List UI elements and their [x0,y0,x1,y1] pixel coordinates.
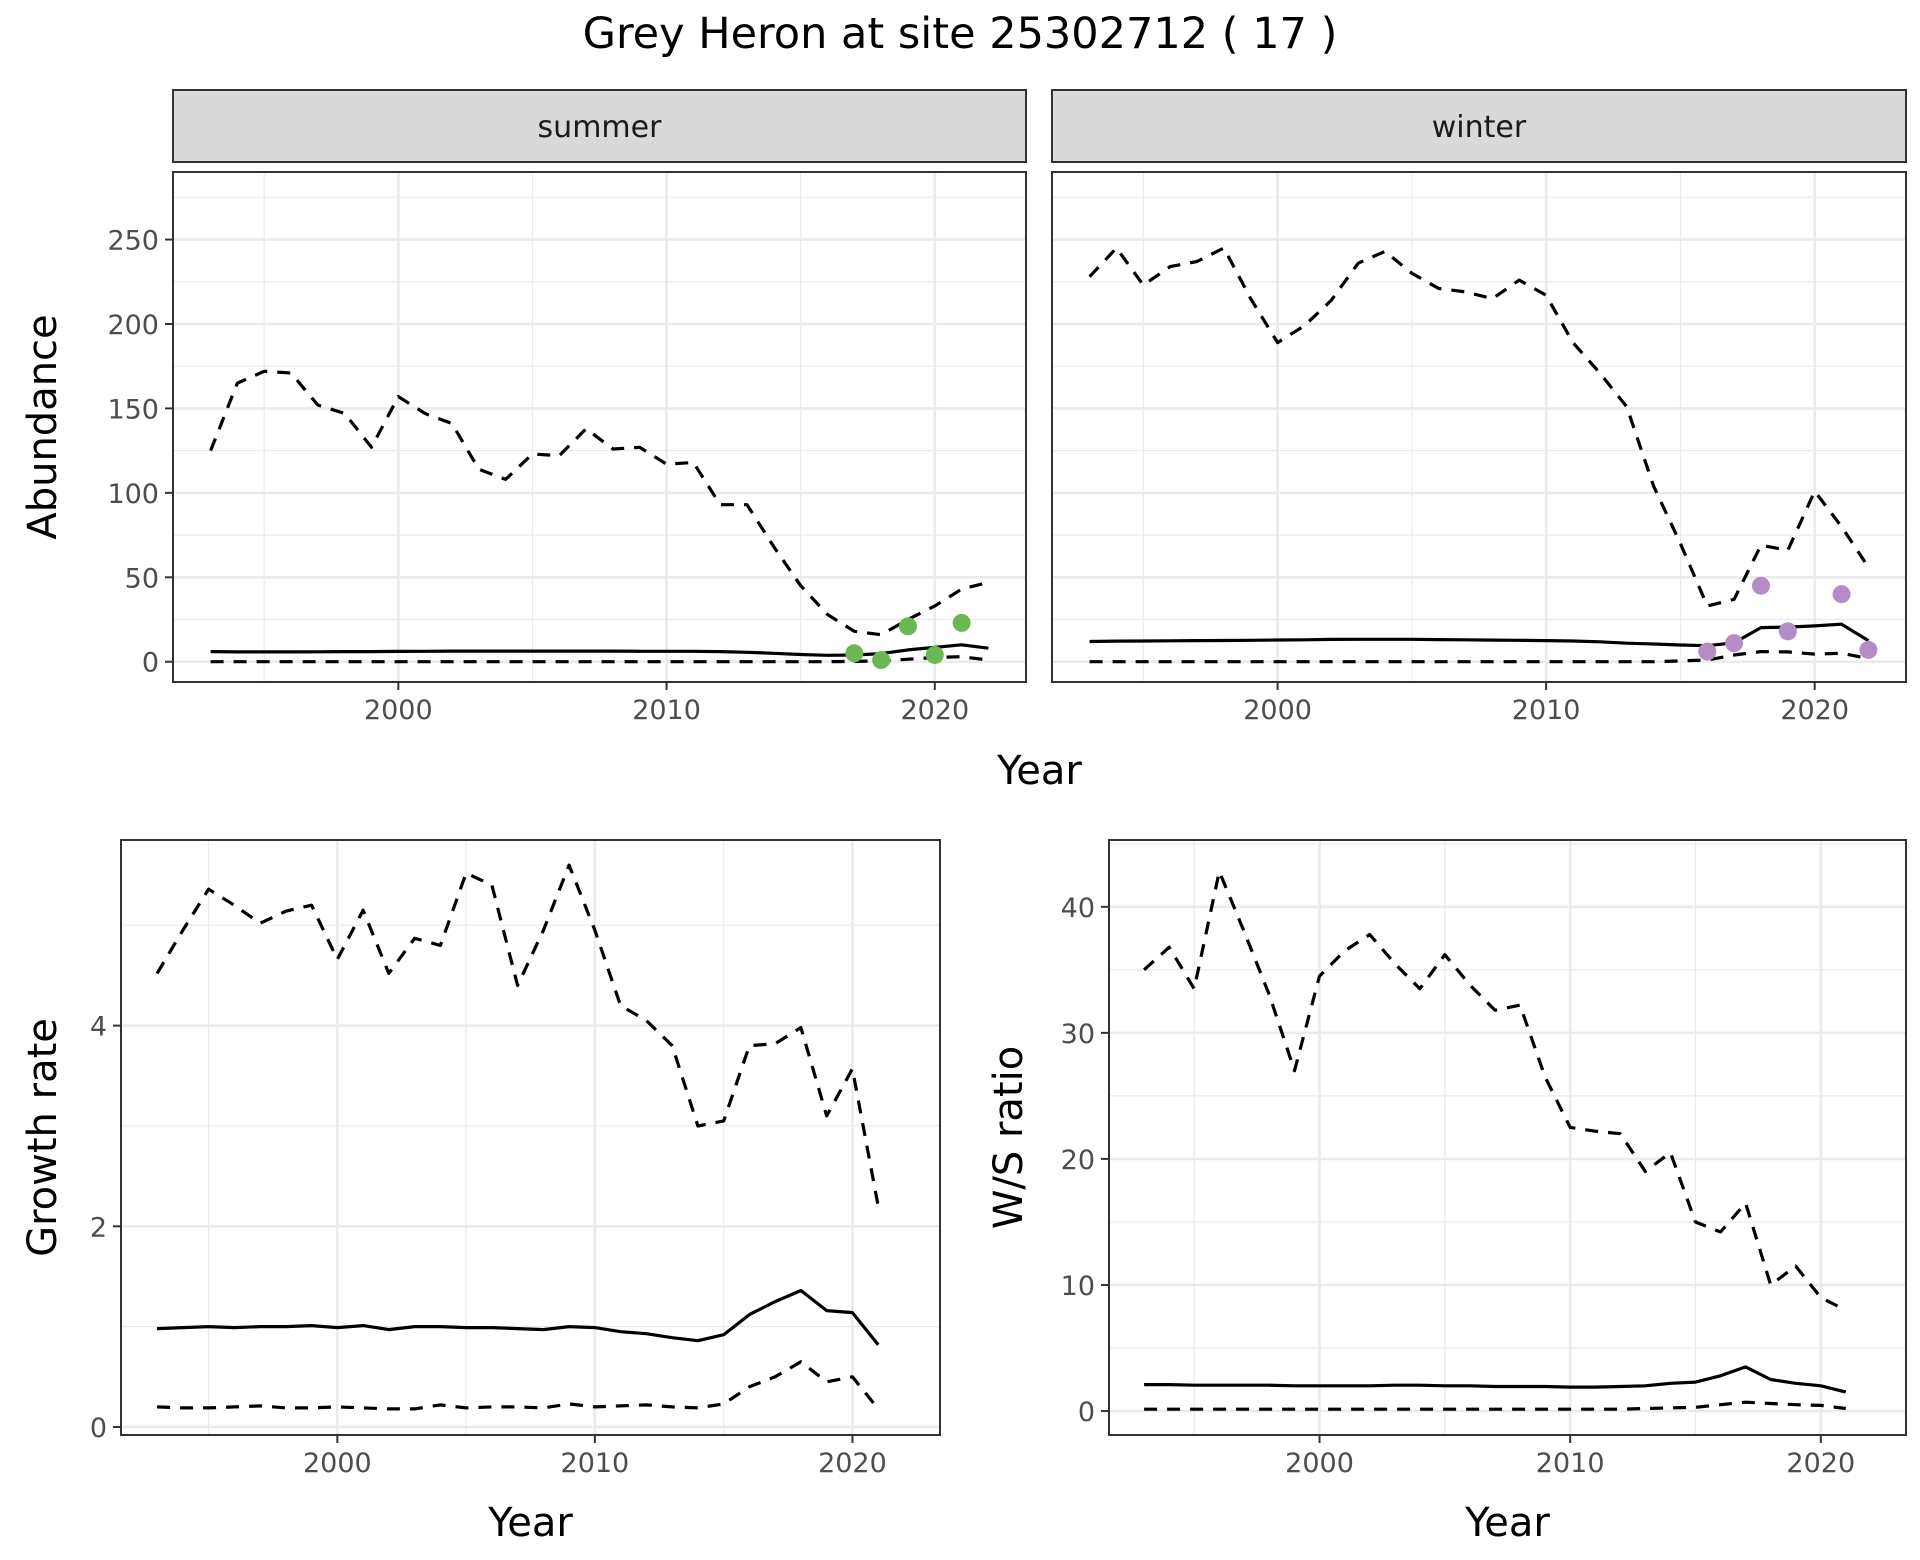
y-tick-label: 250 [107,226,159,257]
x-tick-label: 2010 [561,1448,630,1479]
y-tick-label: 200 [107,310,159,341]
chart-growth-rate: 2000 2010 2020 0 2 4 Growth rate Year [20,839,941,1546]
panel-border [172,171,1027,683]
panel-border [1108,839,1907,1436]
y-axis-title: Abundance [20,314,66,539]
x-tick-label: 2020 [818,1448,887,1479]
observation-point [898,617,917,636]
y-tick-label: 20 [1061,1145,1095,1176]
chart-abundance: summer 2000 2010 2020 0 50 100 150 200 250 winter 2… [20,89,1907,794]
y-tick-label: 2 [90,1212,107,1243]
x-tick-label: 2020 [1780,695,1849,726]
y-tick-label: 0 [90,1413,107,1444]
upper-bound-line [1143,869,1847,1312]
facet-strip-label: summer [538,110,663,145]
x-tick-label: 2010 [1512,695,1581,726]
y-tick-label: 100 [107,479,159,510]
x-tick-label: 2000 [364,695,433,726]
x-tick-label: 2010 [632,695,701,726]
y-tick-label: 150 [107,394,159,425]
upper-bound-line [209,369,989,637]
facet-summer: summer 2000 2010 2020 0 50 100 150 200 250 [107,89,1027,726]
y-axis-title: Growth rate [20,1018,66,1257]
x-axis-title: Year [1464,1500,1550,1546]
panel-background [1052,172,1906,682]
series-group [1143,869,1847,1411]
x-tick-label: 2000 [303,1448,372,1479]
observation-point [1778,622,1797,641]
observation-point [1751,576,1770,595]
x-tick-label: 2020 [1786,1448,1855,1479]
upper-bound-line [1088,246,1870,608]
observation-point [845,644,864,663]
upper-bound-line [155,863,880,1207]
observation-point [872,651,891,670]
chart-ws-ratio: 2000 2010 2020 0 10 20 30 40 W/S ratio Year [986,839,1907,1546]
y-axis-title: W/S ratio [986,1046,1032,1229]
observation-point [1859,640,1878,659]
figure-title: Grey Heron at site 25302712 ( 17 ) [583,9,1338,59]
observation-point [1832,585,1851,604]
lower-bound-line [157,1360,880,1411]
series-group [155,863,880,1411]
y-tick-label: 4 [90,1012,107,1043]
observation-point [1725,634,1744,653]
facet-strip [172,89,1027,163]
x-tick-label: 2000 [1285,1448,1354,1479]
lower-bound-line [1144,1400,1846,1411]
x-tick-label: 2010 [1536,1448,1605,1479]
x-tick-label: 2020 [900,695,969,726]
y-tick-label: 10 [1061,1271,1095,1302]
panel-border [1051,171,1907,683]
mean-line [1144,1365,1847,1394]
series-group [1088,246,1878,664]
y-tick-label: 0 [142,648,159,679]
y-tick-label: 30 [1061,1019,1095,1050]
lower-bound-line [1089,649,1869,664]
observation-point [1698,642,1717,661]
x-tick-label: 2000 [1243,695,1312,726]
panel-background [1109,840,1906,1435]
observation-point [952,613,971,632]
facet-strip [1051,89,1907,163]
y-tick-label: 50 [125,563,159,594]
panel-background [121,840,940,1435]
panel-border [120,839,941,1436]
x-axis-title: Year [996,748,1082,794]
observation-point [925,645,944,664]
lower-bound-line [210,655,989,664]
facet-strip-label: winter [1432,110,1527,145]
y-tick-label: 40 [1061,893,1095,924]
mean-line [157,1288,880,1346]
y-tick-label: 0 [1078,1397,1095,1428]
series-group [209,369,989,670]
panel-background [173,172,1026,682]
x-axis-title: Year [487,1500,573,1546]
facet-winter: winter 2000 2010 2020 [1051,89,1907,726]
